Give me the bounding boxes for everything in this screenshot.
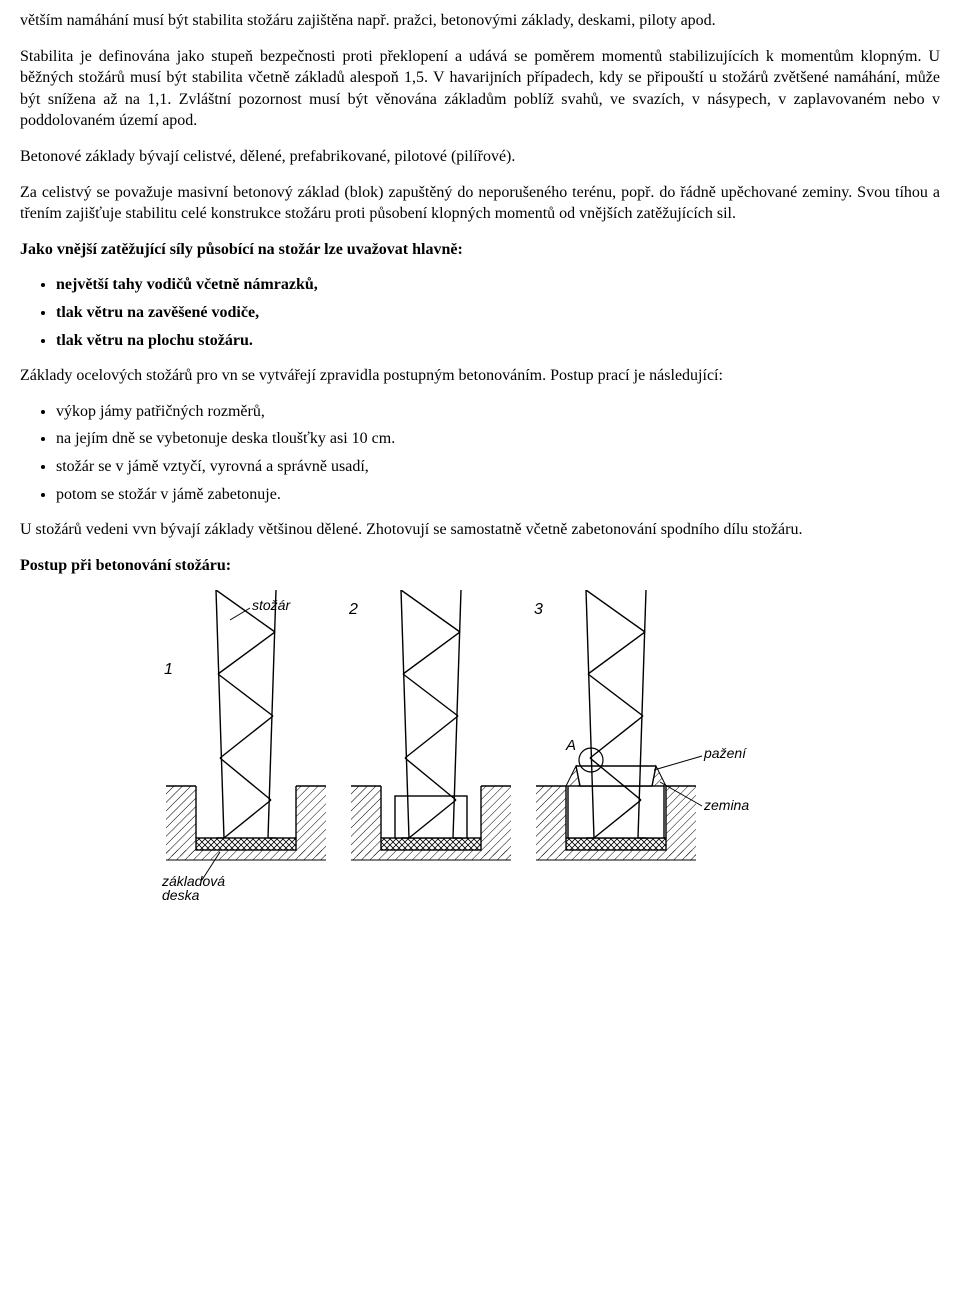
- label-stozar: stožár: [252, 597, 291, 613]
- label-zemina: zemina: [703, 797, 749, 813]
- panel-number-1: 1: [164, 661, 173, 678]
- procedure-list: výkop jámy patřičných rozměrů, na jejím …: [56, 401, 940, 505]
- paragraph-2: Stabilita je definována jako stupeň bezp…: [20, 46, 940, 132]
- list-item: největší tahy vodičů včetně námrazků,: [56, 274, 940, 296]
- panel-number-2: 2: [348, 601, 358, 618]
- list-item: výkop jámy patřičných rozměrů,: [56, 401, 940, 423]
- list-item: tlak větru na zavěšené vodiče,: [56, 302, 940, 324]
- panel-number-3: 3: [534, 601, 543, 618]
- paragraph-8-heading: Postup při betonování stožáru:: [20, 555, 940, 577]
- diagram-panel-2: 2: [348, 590, 511, 860]
- diagram-panel-1: 1 stožár: [164, 590, 326, 860]
- paragraph-3: Betonové základy bývají celistvé, dělené…: [20, 146, 940, 168]
- list-item: stožár se v jámě vztyčí, vyrovná a správ…: [56, 456, 940, 478]
- label-pazeni: pažení: [703, 745, 748, 761]
- diagram-panel-3: 3 A pažení zemina: [534, 590, 749, 860]
- list-item: na jejím dně se vybetonuje deska tloušťk…: [56, 428, 940, 450]
- list-item: tlak větru na plochu stožáru.: [56, 330, 940, 352]
- paragraph-4: Za celistvý se považuje masivní betonový…: [20, 182, 940, 225]
- paragraph-6: Základy ocelových stožárů pro vn se vytv…: [20, 365, 940, 387]
- foundation-diagram: 1 stožár 2: [156, 590, 776, 900]
- paragraph-1: větším namáhání musí být stabilita stožá…: [20, 10, 940, 32]
- paragraph-7: U stožárů vedeni vvn bývají základy větš…: [20, 519, 940, 541]
- list-item: potom se stožár v jámě zabetonuje.: [56, 484, 940, 506]
- svg-text:deska: deska: [162, 887, 200, 900]
- label-A: A: [565, 737, 576, 754]
- paragraph-5-heading: Jako vnější zatěžující síly působící na …: [20, 239, 940, 261]
- forces-list: největší tahy vodičů včetně námrazků, tl…: [56, 274, 940, 351]
